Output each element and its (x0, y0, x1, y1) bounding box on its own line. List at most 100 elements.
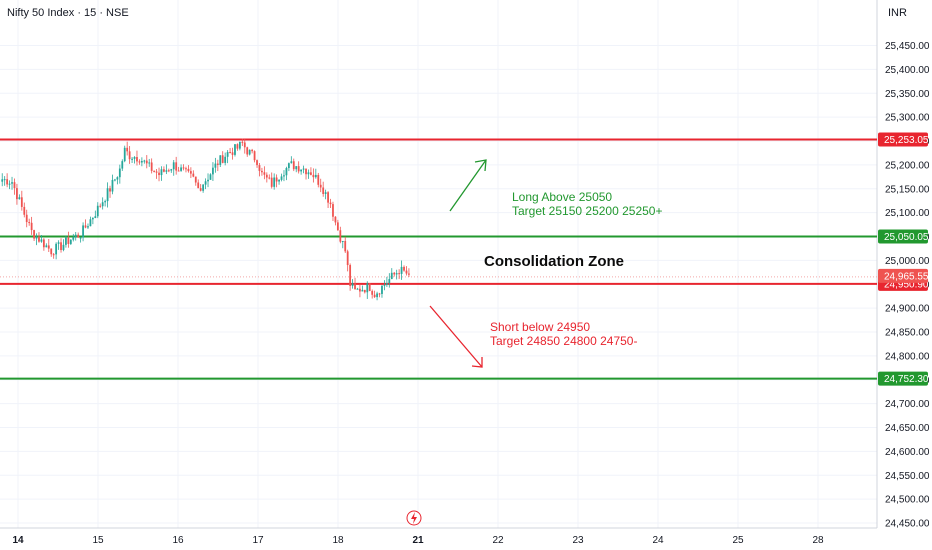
flash-icon[interactable] (406, 510, 422, 526)
candle-body (314, 174, 317, 178)
candle-body (270, 177, 273, 187)
y-tick-label: 24,800.00 (885, 351, 930, 362)
candle-body (332, 204, 334, 217)
y-tick-label: 24,650.00 (885, 423, 930, 434)
candle-body (153, 170, 156, 172)
candle-body (317, 174, 320, 185)
candle-body (238, 141, 241, 149)
candle-body (79, 237, 82, 239)
candle-body (378, 293, 381, 295)
candle-body (11, 182, 13, 184)
long-text-line1: Long Above 25050 (512, 190, 612, 204)
candle-body (94, 216, 97, 218)
candle-body (84, 225, 87, 228)
candle-body (224, 156, 227, 163)
candle-body (131, 158, 133, 160)
level-price-label: 25,050.05 (884, 232, 929, 243)
x-tick-label: 23 (572, 535, 584, 546)
candle-body (273, 177, 276, 187)
long-arrow[interactable] (449, 159, 487, 212)
candle-body (25, 214, 28, 223)
candle-body (275, 177, 278, 182)
candle-body (256, 160, 258, 166)
y-tick-label: 25,300.00 (885, 113, 930, 124)
candle-body (290, 161, 293, 164)
short-text-line1: Short below 24950 (490, 320, 590, 334)
candle-body (341, 240, 344, 242)
level-price-label: 25,253.05 (884, 135, 929, 146)
candle-body (194, 176, 197, 183)
x-tick-label: 18 (332, 535, 344, 546)
candle-body (305, 168, 307, 175)
candle-body (133, 157, 136, 159)
y-tick-label: 24,850.00 (885, 328, 930, 339)
candle-body (261, 170, 263, 173)
y-tick-label: 25,150.00 (885, 184, 930, 195)
y-tick-label: 24,900.00 (885, 304, 930, 315)
candle-body (50, 248, 53, 255)
candle-body (310, 172, 312, 175)
candle-body (89, 219, 92, 227)
candle-body (319, 184, 322, 188)
candle-body (265, 174, 268, 178)
candle-body (77, 234, 80, 238)
candle-body (385, 283, 388, 285)
candle-body (87, 226, 89, 228)
candle-body (109, 188, 111, 192)
candle-body (349, 265, 352, 286)
candle-body (243, 142, 246, 148)
x-tick-label: 17 (252, 535, 264, 546)
candle-body (40, 239, 43, 242)
last-price-label: 24,965.55 (884, 271, 929, 282)
time-axis[interactable]: 14 15 16 17 18 21 22 23 24 25 28 (12, 535, 824, 546)
x-tick-label: 25 (732, 535, 744, 546)
candle-body (182, 167, 185, 169)
candle-body (241, 141, 244, 143)
short-arrow[interactable] (429, 305, 483, 368)
price-axis[interactable]: 25,450.00 25,400.00 25,350.00 25,300.00 25,2… (878, 41, 930, 530)
candle-body (219, 155, 222, 165)
candle-body (126, 147, 129, 152)
candle-body (69, 239, 72, 244)
candle-body (138, 161, 141, 163)
candle-body (388, 279, 391, 284)
candle-body (302, 168, 305, 170)
level-price-badge (878, 229, 928, 244)
candle-body (327, 192, 329, 203)
candle-body (42, 239, 45, 248)
currency-label[interactable]: INR (888, 7, 907, 19)
candle-body (356, 288, 359, 290)
y-tick-label: 24,600.00 (885, 447, 930, 458)
horizontal-levels[interactable] (0, 138, 877, 380)
candle-body (197, 182, 200, 189)
candle-body (287, 163, 290, 169)
candle-body (13, 182, 16, 189)
candle-body (236, 144, 239, 149)
candle-body (246, 147, 249, 155)
candlestick-series (1, 138, 410, 301)
candle-body (229, 152, 231, 154)
candle-body (118, 168, 121, 178)
candle-body (405, 270, 408, 274)
y-tick-label: 24,450.00 (885, 519, 930, 530)
candle-body (258, 165, 261, 171)
candle-body (209, 174, 212, 180)
candle-body (33, 230, 35, 239)
candle-body (336, 222, 339, 231)
candle-body (52, 254, 55, 256)
candle-body (60, 242, 62, 251)
symbol-title[interactable]: Nifty 50 Index · 15 · NSE (7, 7, 129, 19)
candle-body (216, 163, 219, 165)
level-price-badge (878, 132, 928, 147)
candle-body (136, 157, 138, 162)
candle-body (251, 149, 254, 152)
candle-body (170, 169, 173, 171)
candle-body (65, 237, 67, 245)
candle-body (334, 216, 337, 223)
candle-body (297, 166, 300, 172)
candle-body (172, 162, 175, 170)
candle-body (263, 172, 266, 175)
candle-body (72, 237, 75, 240)
